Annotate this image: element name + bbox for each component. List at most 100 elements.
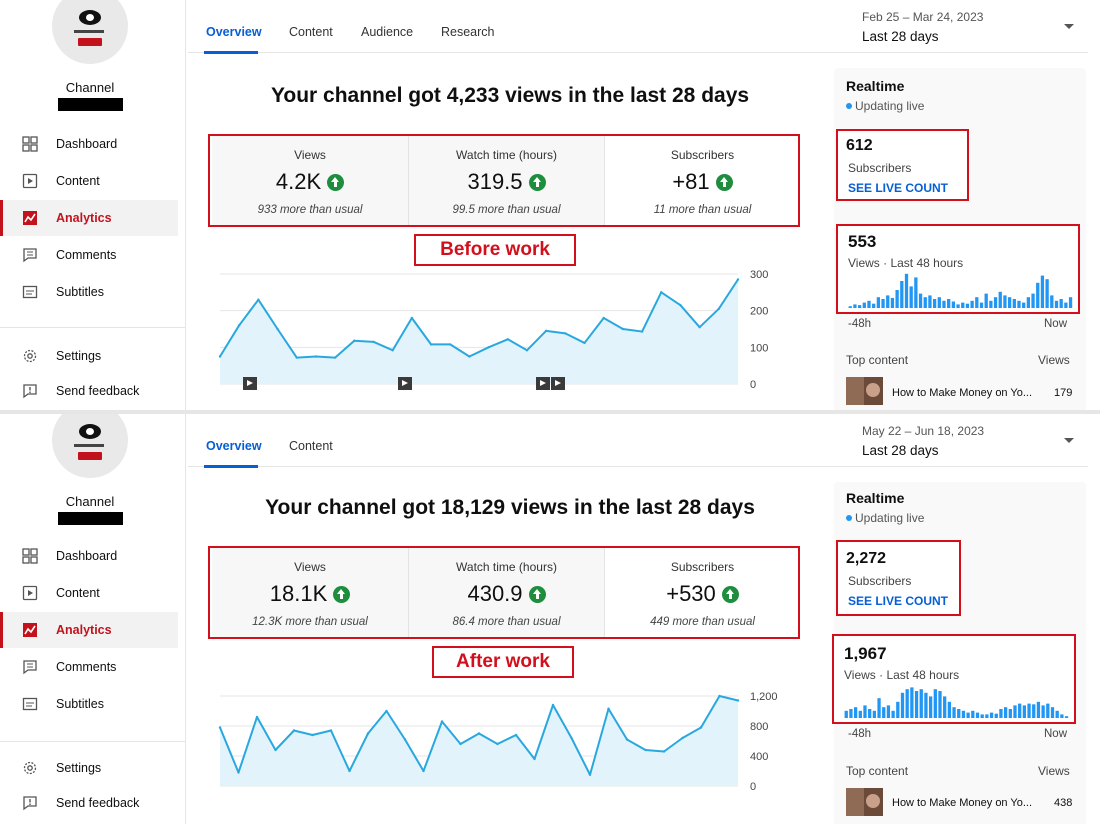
realtime-bar[interactable] <box>989 300 993 308</box>
realtime-bar[interactable] <box>937 297 941 308</box>
realtime-bar[interactable] <box>886 705 891 718</box>
data-point[interactable] <box>644 748 647 752</box>
data-point[interactable] <box>564 332 567 335</box>
realtime-bar[interactable] <box>1068 297 1073 308</box>
realtime-bar[interactable] <box>1036 282 1040 308</box>
realtime-bar[interactable] <box>933 689 937 718</box>
data-point[interactable] <box>295 356 298 359</box>
realtime-bar[interactable] <box>848 306 852 308</box>
data-point[interactable] <box>333 356 337 359</box>
realtime-bar[interactable] <box>1012 299 1016 308</box>
tab-overview[interactable]: Overview <box>206 439 262 453</box>
realtime-bar[interactable] <box>895 290 899 308</box>
sidebar-item-feedback[interactable]: Send feedback <box>0 785 178 821</box>
realtime-bar[interactable] <box>956 304 960 308</box>
chevron-down-icon[interactable] <box>1064 24 1074 29</box>
metric-watch-time[interactable]: Watch time (hours) 319.5 99.5 more than … <box>408 136 604 225</box>
data-point[interactable] <box>255 715 259 719</box>
data-point[interactable] <box>274 748 277 752</box>
data-point[interactable] <box>449 343 452 346</box>
data-point[interactable] <box>385 709 388 713</box>
data-point[interactable] <box>588 773 592 776</box>
data-point[interactable] <box>403 738 407 741</box>
realtime-bar[interactable] <box>904 273 909 308</box>
sidebar-item-content[interactable]: Content <box>0 575 178 611</box>
data-point[interactable] <box>422 769 425 773</box>
realtime-bar[interactable] <box>942 300 946 308</box>
realtime-bar[interactable] <box>1008 709 1012 718</box>
realtime-bar[interactable] <box>844 710 848 718</box>
date-range[interactable]: May 22 – Jun 18, 2023 <box>862 424 985 438</box>
data-point[interactable] <box>218 726 222 729</box>
data-point[interactable] <box>602 316 605 320</box>
tab-audience[interactable]: Audience <box>361 25 414 39</box>
data-point[interactable] <box>570 736 573 740</box>
realtime-bar[interactable] <box>979 302 984 308</box>
realtime-bar[interactable] <box>1045 279 1049 308</box>
realtime-bar[interactable] <box>1018 703 1022 718</box>
data-point[interactable] <box>276 327 279 331</box>
data-point[interactable] <box>372 340 375 344</box>
sidebar-item-subtitles[interactable]: Subtitles <box>0 686 178 722</box>
realtime-bar[interactable] <box>891 710 895 718</box>
realtime-bar[interactable] <box>1022 705 1027 718</box>
data-point[interactable] <box>681 736 684 740</box>
data-point[interactable] <box>237 324 241 327</box>
realtime-bar[interactable] <box>993 297 998 308</box>
sidebar-item-settings[interactable]: Settings <box>0 338 178 374</box>
realtime-bar[interactable] <box>868 709 872 718</box>
realtime-bar[interactable] <box>1003 707 1008 718</box>
realtime-bar[interactable] <box>1026 297 1031 308</box>
date-period[interactable]: Last 28 days <box>862 29 939 44</box>
realtime-bar[interactable] <box>919 689 923 718</box>
realtime-bar[interactable] <box>881 299 885 308</box>
realtime-bar[interactable] <box>1032 704 1036 718</box>
sidebar-item-subtitles[interactable]: Subtitles <box>0 274 178 310</box>
realtime-bar[interactable] <box>947 701 952 718</box>
data-point[interactable] <box>477 732 481 735</box>
realtime-bar[interactable] <box>857 305 862 308</box>
realtime-bar[interactable] <box>858 710 862 718</box>
data-point[interactable] <box>459 742 462 746</box>
data-point[interactable] <box>440 720 444 723</box>
data-point[interactable] <box>717 307 721 311</box>
realtime-bar[interactable] <box>1059 299 1063 308</box>
realtime-bar[interactable] <box>1050 707 1055 718</box>
realtime-bar[interactable] <box>853 304 857 308</box>
realtime-bar[interactable] <box>1040 275 1045 308</box>
sidebar-item-analytics[interactable]: Analytics <box>0 200 178 236</box>
metric-views[interactable]: Views 4.2K 933 more than usual <box>212 136 408 225</box>
realtime-bar[interactable] <box>896 701 900 718</box>
tab-overview[interactable]: Overview <box>206 25 262 39</box>
video-marker-icon[interactable] <box>243 377 257 390</box>
data-point[interactable] <box>736 699 740 702</box>
sidebar-item-dashboard[interactable]: Dashboard <box>0 538 178 574</box>
realtime-bar[interactable] <box>877 698 881 718</box>
data-point[interactable] <box>391 349 394 352</box>
video-marker-icon[interactable] <box>536 377 550 390</box>
realtime-bar[interactable] <box>863 705 867 718</box>
realtime-bar[interactable] <box>882 707 886 718</box>
realtime-bar[interactable] <box>1041 705 1045 718</box>
realtime-bar[interactable] <box>923 297 927 308</box>
data-point[interactable] <box>699 726 703 729</box>
data-point[interactable] <box>506 338 509 341</box>
realtime-bar[interactable] <box>914 691 919 718</box>
sidebar-item-comments[interactable]: Comments <box>0 237 178 273</box>
realtime-bar[interactable] <box>975 297 979 308</box>
sidebar-item-feedback[interactable]: Send feedback <box>0 373 178 409</box>
video-thumbnail[interactable] <box>846 788 883 816</box>
realtime-bar[interactable] <box>909 286 913 308</box>
see-live-count-link[interactable]: SEE LIVE COUNT <box>848 594 949 608</box>
realtime-bar[interactable] <box>910 687 914 718</box>
realtime-bar[interactable] <box>867 300 871 308</box>
metric-subscribers[interactable]: Subscribers +530 449 more than usual <box>604 548 800 637</box>
data-point[interactable] <box>348 769 351 773</box>
data-point[interactable] <box>237 771 240 774</box>
realtime-bar[interactable] <box>1060 714 1064 718</box>
realtime-bar[interactable] <box>928 696 933 718</box>
realtime-bar[interactable] <box>957 709 961 718</box>
sidebar-item-dashboard[interactable]: Dashboard <box>0 126 178 162</box>
data-point[interactable] <box>429 343 433 346</box>
video-title[interactable]: How to Make Money on Yo... <box>892 387 1033 399</box>
